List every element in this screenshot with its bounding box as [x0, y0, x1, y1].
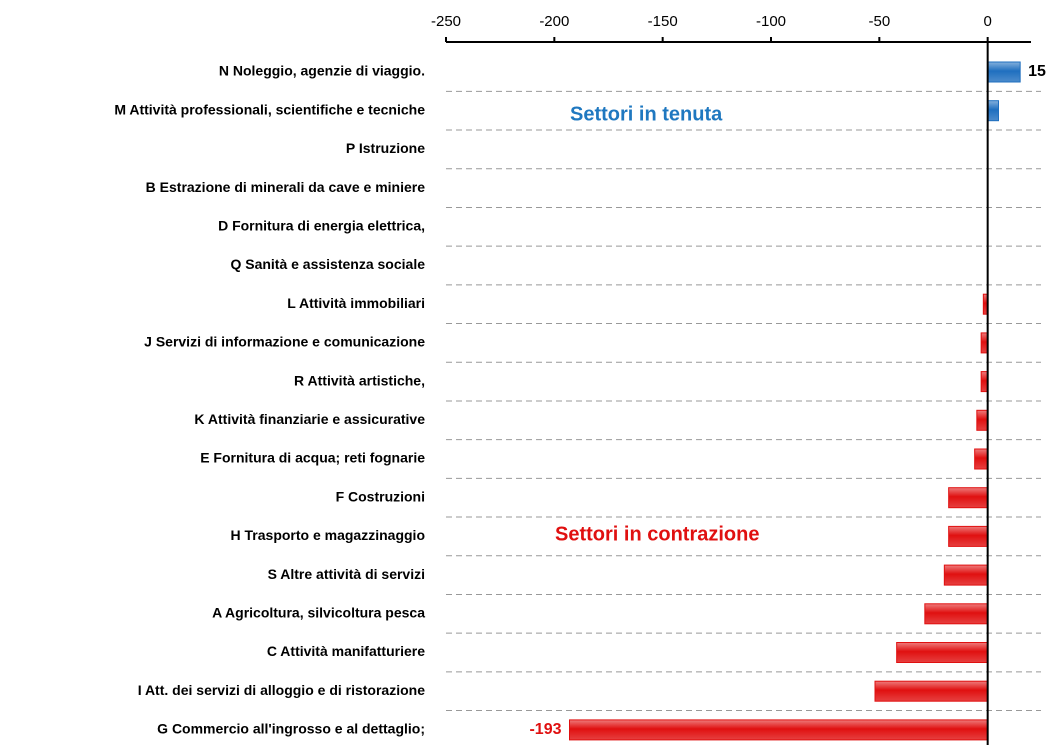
bar — [943, 564, 989, 586]
category-label: N Noleggio, agenzie di viaggio. — [219, 63, 425, 79]
bar — [896, 642, 989, 663]
bar — [976, 409, 989, 431]
category-label: Q Sanità e assistenza sociale — [230, 256, 425, 272]
bar — [948, 525, 989, 547]
x-tick-label: -250 — [431, 13, 461, 30]
category-label: P Istruzione — [346, 140, 425, 156]
bar — [987, 100, 1000, 122]
category-label: G Commercio all'ingrosso e al dettaglio; — [157, 721, 425, 737]
category-label: L Attività immobiliari — [287, 295, 425, 311]
annotation: Settori in tenuta — [570, 103, 723, 125]
category-label: C Attività manifatturiere — [267, 643, 425, 659]
value-label: -193 — [529, 721, 561, 738]
category-label: H Trasporto e magazzinaggio — [231, 527, 425, 543]
x-tick-label: -50 — [868, 13, 890, 30]
x-tick-label: -100 — [756, 13, 786, 30]
category-label: F Costruzioni — [336, 488, 425, 504]
category-label: D Fornitura di energia elettrica, — [218, 218, 425, 234]
category-label: J Servizi di informazione e comunicazion… — [144, 334, 425, 350]
value-label: 15 — [1028, 63, 1046, 80]
bar — [874, 680, 989, 702]
category-label: B Estrazione di minerali da cave e minie… — [146, 179, 426, 195]
bar — [948, 487, 989, 509]
bar — [924, 603, 989, 625]
annotation: Settori in contrazione — [555, 523, 759, 545]
bar — [569, 719, 989, 741]
category-label: A Agricoltura, silvicoltura pesca — [212, 605, 425, 621]
x-tick-label: -200 — [539, 13, 569, 30]
x-tick-label: 0 — [983, 13, 991, 30]
x-tick-label: -150 — [648, 13, 678, 30]
bar — [987, 61, 1021, 83]
category-label: I Att. dei servizi di alloggio e di rist… — [138, 682, 426, 698]
bar — [974, 448, 989, 470]
category-label: K Attività finanziarie e assicurative — [194, 411, 425, 427]
category-label: S Altre attività di servizi — [268, 566, 425, 582]
category-label: E Fornitura di acqua; reti fognarie — [200, 450, 425, 466]
category-label: R Attività artistiche, — [294, 372, 425, 388]
category-label: M Attività professionali, scientifiche e… — [114, 101, 425, 117]
